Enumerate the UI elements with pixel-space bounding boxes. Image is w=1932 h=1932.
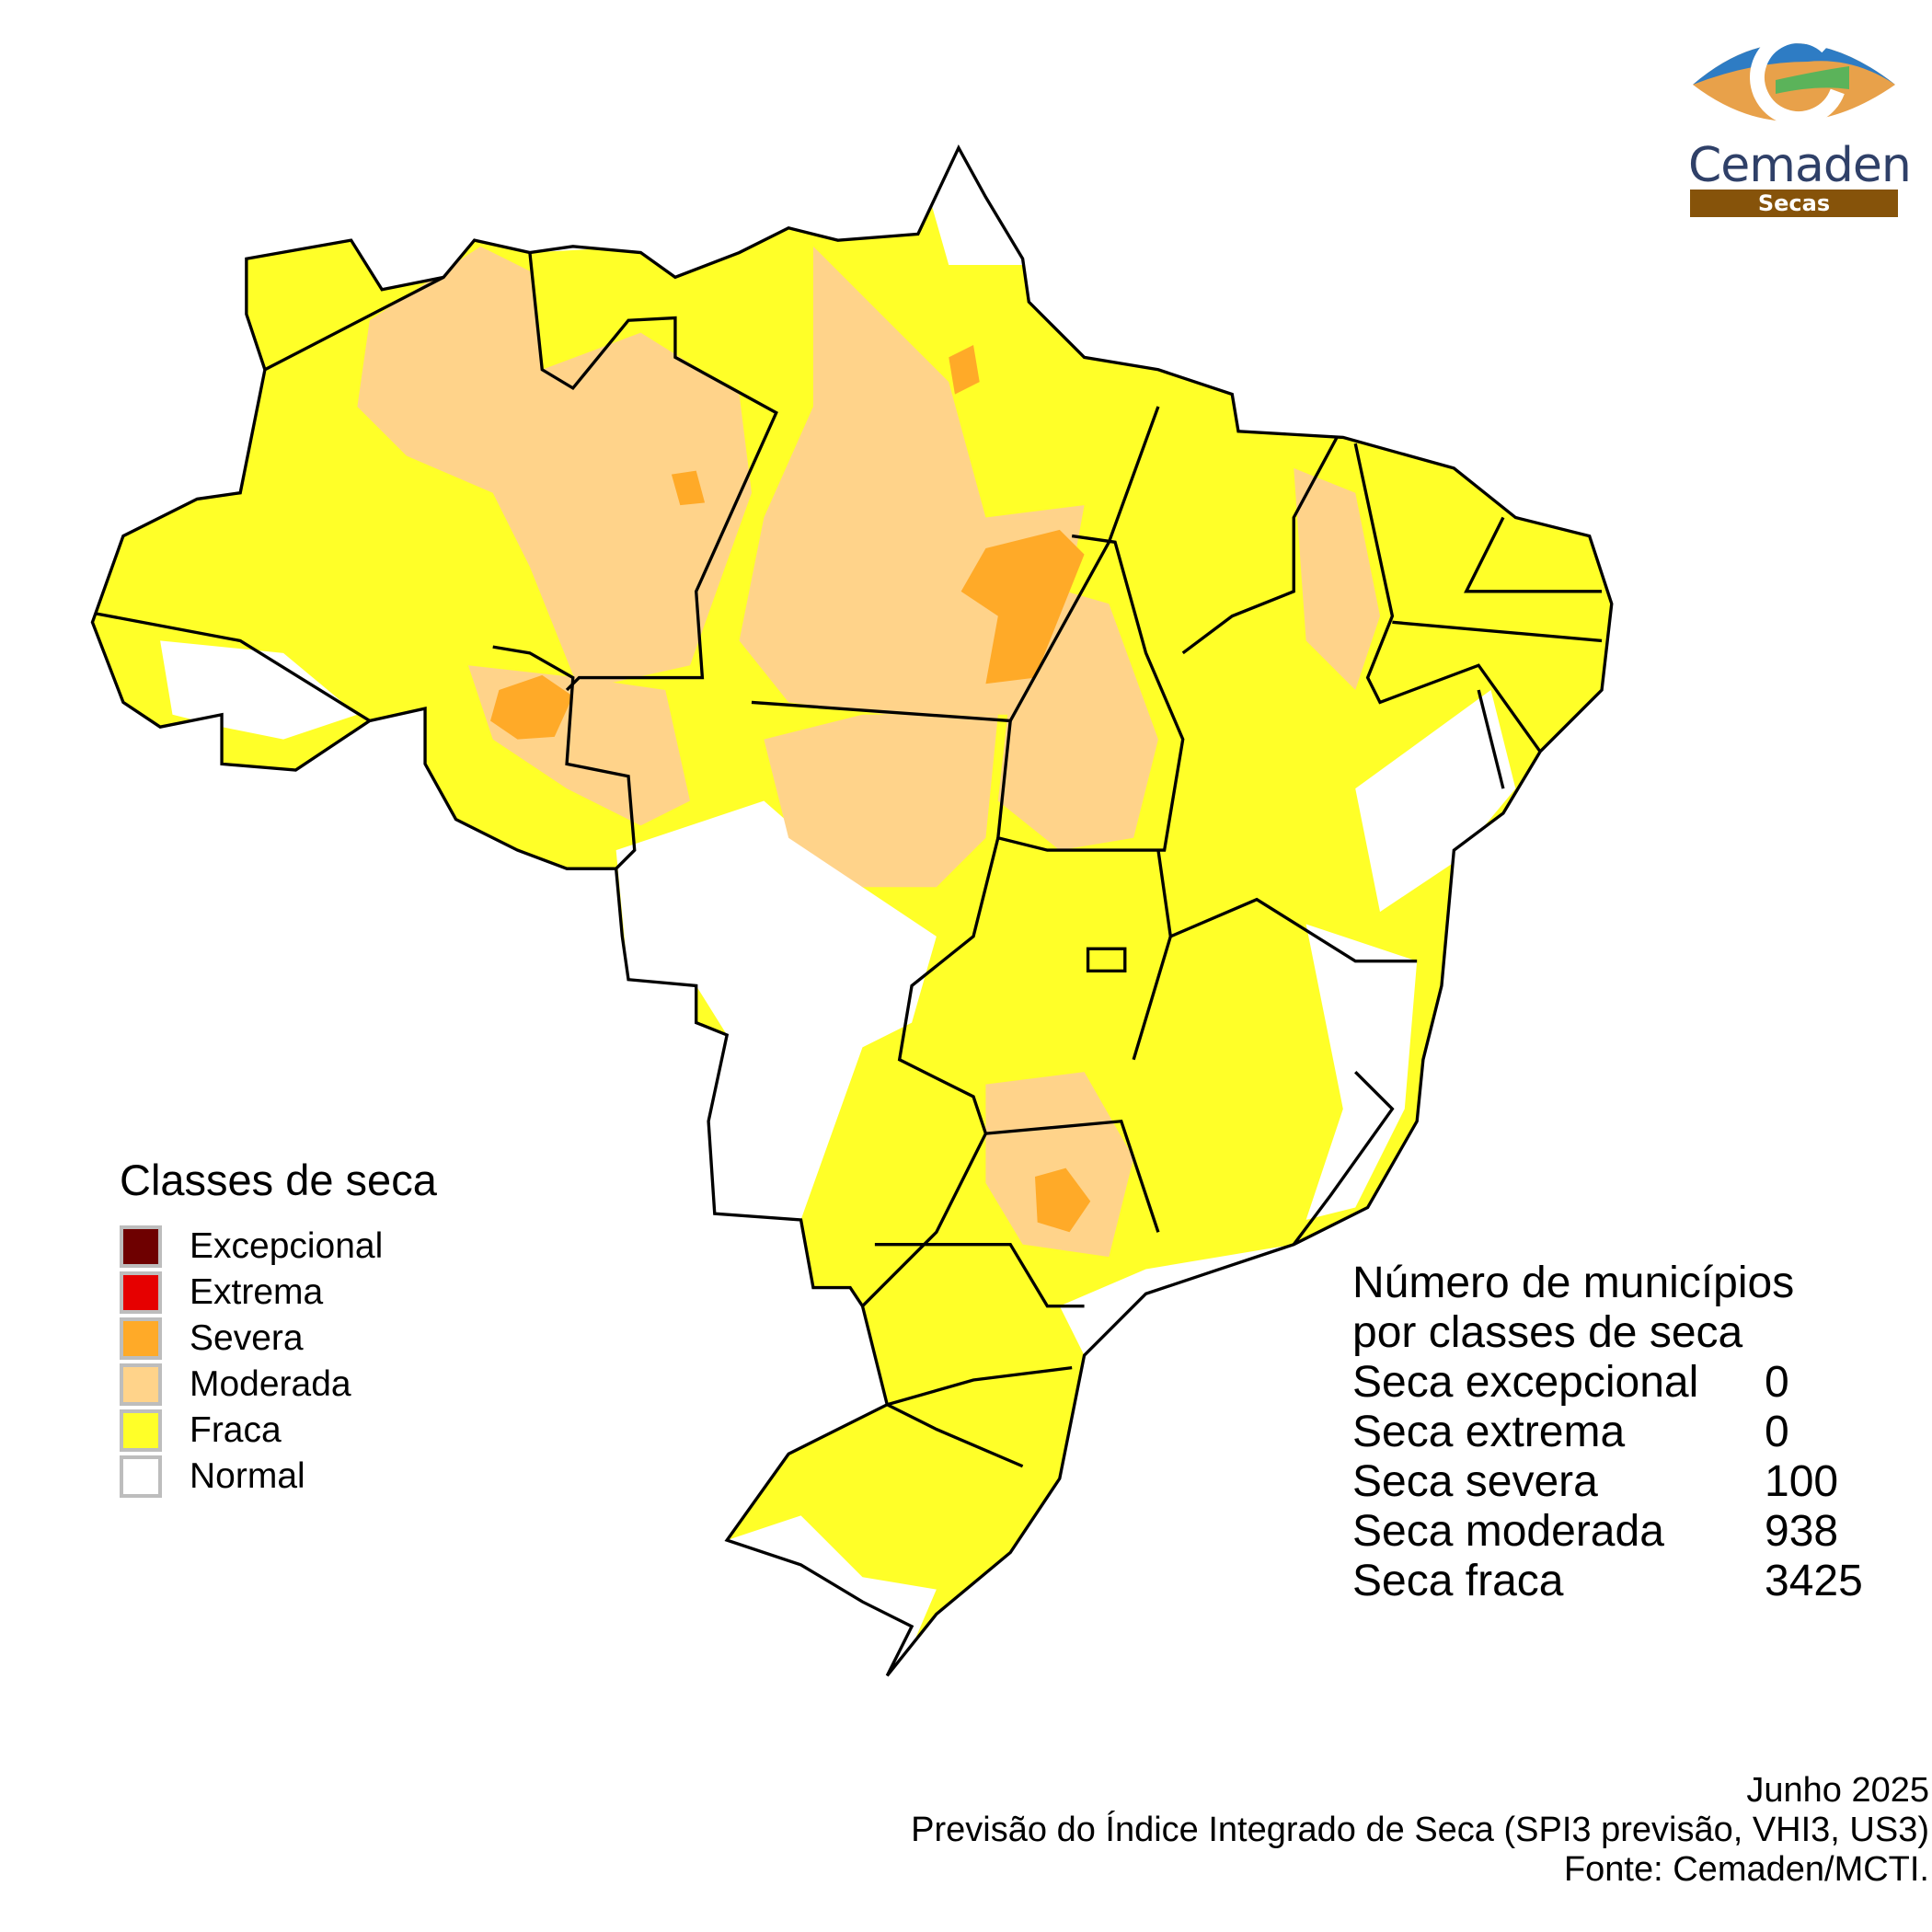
moderada-region-northeast (1294, 467, 1380, 690)
legend-item-severa: Severa (120, 1316, 437, 1362)
severa-region-amazonas (671, 470, 706, 506)
stat-label: Seca fraca (1352, 1557, 1564, 1605)
legend-label: Extrema (190, 1272, 324, 1312)
stat-value: 0 (1765, 1358, 1789, 1407)
logo-wordmark: Cemaden (1688, 138, 1912, 193)
moderada-region-amazonas (357, 246, 752, 690)
stat-label: Seca moderada (1352, 1507, 1664, 1556)
municipality-stats: Número de municípios por classes de seca… (1352, 1259, 1863, 1606)
normal-region-northeast (1355, 690, 1516, 913)
legend-swatch (120, 1455, 162, 1498)
normal-region-west (160, 640, 358, 740)
stat-label: Seca excepcional (1352, 1358, 1699, 1407)
stat-value: 938 (1765, 1507, 1839, 1556)
legend-label: Normal (190, 1456, 305, 1496)
legend-item-normal: Normal (120, 1454, 437, 1500)
severa-region-sp (1035, 1167, 1091, 1233)
stat-row: Seca fraca 3425 (1352, 1557, 1863, 1606)
legend-item-moderada: Moderada (120, 1362, 437, 1408)
legend-title: Classes de seca (120, 1156, 437, 1204)
logo-subtitle: Secas (1690, 190, 1898, 217)
severa-region-para (960, 529, 1085, 684)
legend-swatch (120, 1317, 162, 1360)
legend-label: Severa (190, 1318, 304, 1358)
normal-region-centerwest (615, 800, 937, 1220)
legend-swatch (120, 1363, 162, 1406)
legend-item-excepcional: Excepcional (120, 1224, 437, 1270)
stats-title-line1: Número de municípios (1352, 1259, 1795, 1307)
legend-label: Fraca (190, 1410, 282, 1450)
legend-swatch (120, 1271, 162, 1314)
stat-label: Seca severa (1352, 1457, 1598, 1506)
severa-region-amapa (949, 345, 980, 395)
stats-title-line2: por classes de seca (1352, 1308, 1743, 1357)
stat-value: 100 (1765, 1457, 1839, 1506)
footer-product: Previsão do Índice Integrado de Seca (SP… (911, 1811, 1929, 1849)
stat-label: Seca extrema (1352, 1408, 1626, 1456)
severa-region-rondonia (490, 674, 573, 740)
footer-source: Fonte: Cemaden/MCTI. (1563, 1850, 1929, 1889)
legend-label: Moderada (190, 1364, 351, 1404)
legend-label: Excepcional (190, 1226, 384, 1266)
legend-item-fraca: Fraca (120, 1408, 437, 1454)
normal-region-east (1305, 924, 1418, 1220)
footer-caption: Junho 2025 Previsão do Índice Integrado … (911, 1771, 1929, 1890)
moderada-region-center (764, 714, 998, 888)
legend-item-extrema: Extrema (120, 1270, 437, 1316)
state-borders (90, 146, 1614, 1678)
stat-row: Seca extrema 0 (1352, 1408, 1863, 1457)
cemaden-logo-icon (1693, 29, 1895, 126)
stat-row: Seca excepcional 0 (1352, 1358, 1863, 1408)
stat-value: 0 (1765, 1408, 1789, 1456)
moderada-region-sp (985, 1072, 1134, 1258)
stat-value: 3425 (1765, 1557, 1863, 1605)
stat-row: Seca severa 100 (1352, 1457, 1863, 1507)
legend-swatch (120, 1225, 162, 1268)
legend: Classes de seca Excepcional Extrema Seve… (120, 1155, 437, 1500)
normal-region-north (443, 147, 653, 253)
stat-row: Seca moderada 938 (1352, 1507, 1863, 1557)
footer-date: Junho 2025 (1746, 1771, 1929, 1810)
legend-swatch (120, 1409, 162, 1452)
